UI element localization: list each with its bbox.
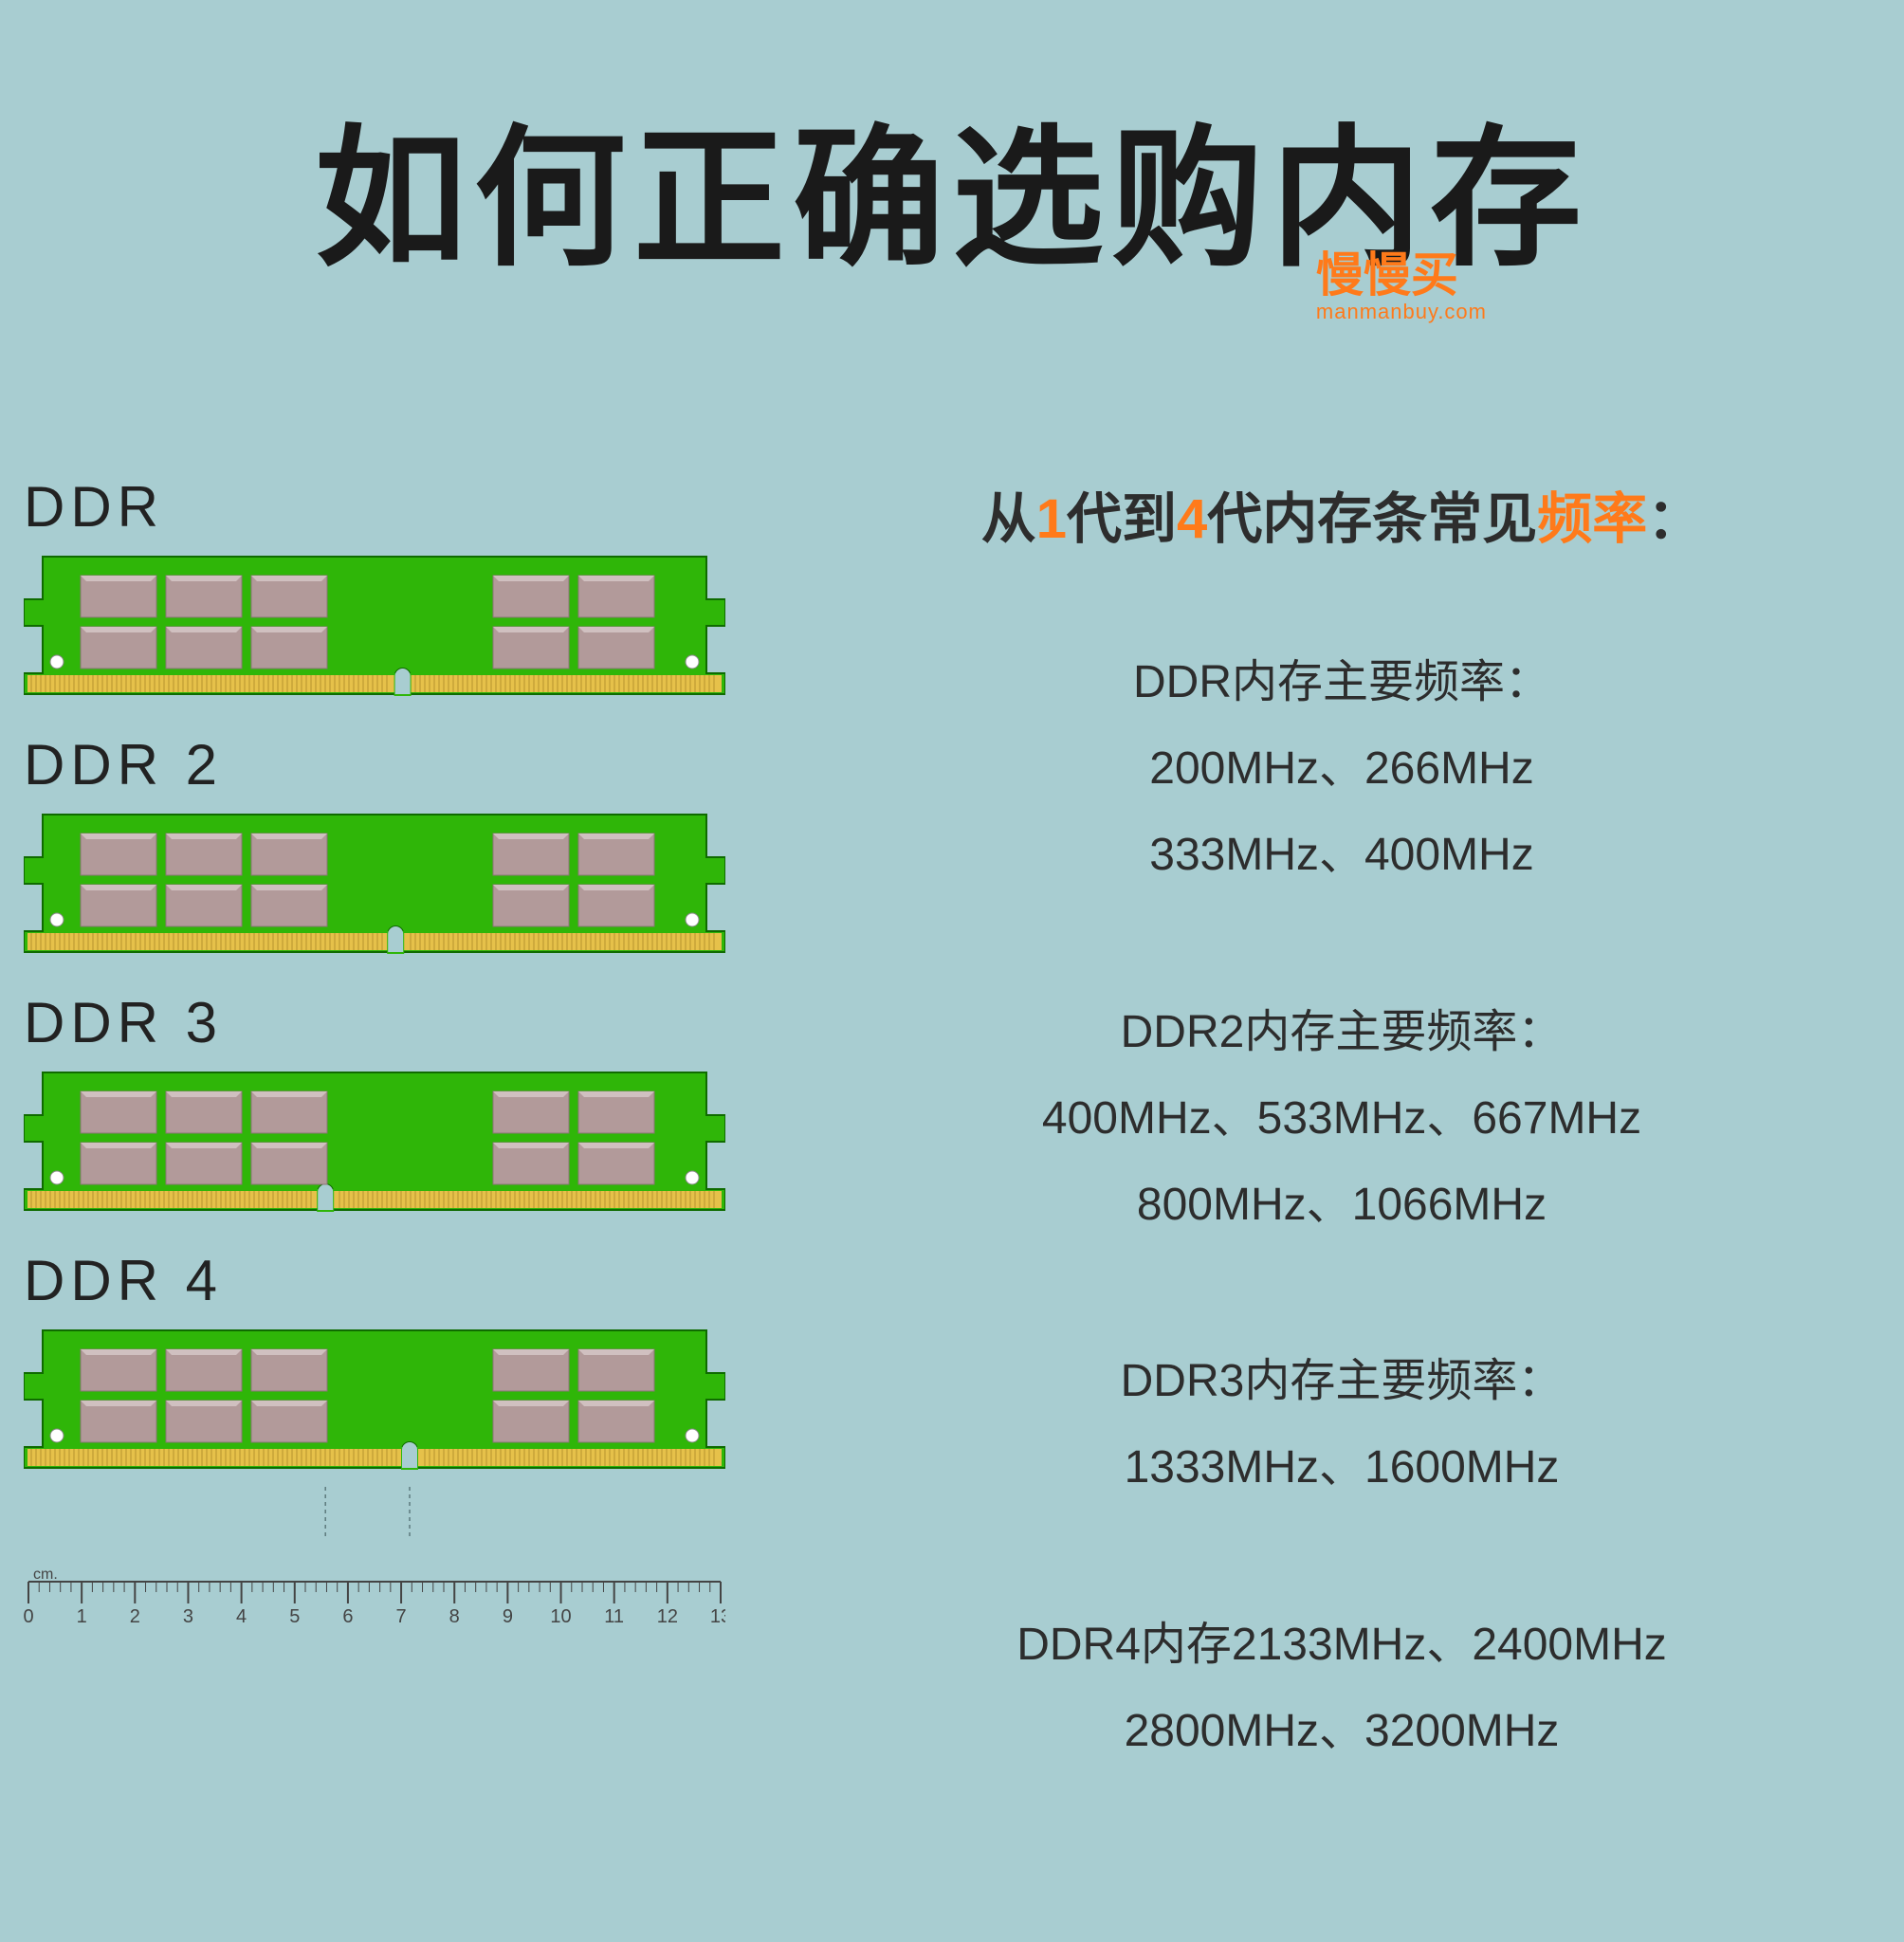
ddr-module-group: DDR 2 xyxy=(24,732,740,971)
ddr-label: DDR xyxy=(24,474,740,540)
frequency-line: 1333MHz、1600MHz xyxy=(825,1424,1858,1511)
watermark-cn: 慢慢买 xyxy=(1316,237,1487,305)
svg-text:9: 9 xyxy=(503,1606,513,1627)
svg-text:10: 10 xyxy=(550,1606,571,1627)
svg-text:cm.: cm. xyxy=(33,1567,58,1583)
ddr-module-icon xyxy=(24,547,740,713)
heading-part: 代到 xyxy=(1067,488,1177,550)
ruler: cm.012345678910111213 xyxy=(24,1506,725,1639)
svg-text:6: 6 xyxy=(342,1606,353,1627)
watermark: 慢慢买 manmanbuy.com xyxy=(1316,237,1487,324)
svg-text:11: 11 xyxy=(604,1606,624,1627)
ddr-module-group: DDR 3 xyxy=(24,990,740,1229)
svg-text:12: 12 xyxy=(657,1606,678,1627)
frequency-line: 200MHz、266MHz xyxy=(825,725,1858,812)
frequency-column: 从1代到4代内存条常见频率： DDR内存主要频率：200MHz、266MHz33… xyxy=(825,474,1858,1864)
heading-part: 代内存条常见 xyxy=(1207,488,1537,550)
heading-part: ： xyxy=(1647,488,1702,550)
frequency-line: 800MHz、1066MHz xyxy=(825,1162,1858,1248)
svg-text:3: 3 xyxy=(183,1606,193,1627)
svg-text:8: 8 xyxy=(449,1606,460,1627)
ddr-label: DDR 4 xyxy=(24,1248,740,1313)
ddr-module-group: DDR 4 xyxy=(24,1248,740,1487)
frequency-block: DDR4内存2133MHz、2400MHz2800MHz、3200MHz xyxy=(825,1602,1858,1774)
frequency-heading: 从1代到4代内存条常见频率： xyxy=(825,474,1858,554)
ddr-module-group: DDR xyxy=(24,474,740,713)
svg-text:5: 5 xyxy=(289,1606,300,1627)
ddr-label: DDR 3 xyxy=(24,990,740,1055)
ddr-label: DDR 2 xyxy=(24,732,740,797)
ddr-module-icon xyxy=(24,805,740,971)
frequency-line: DDR2内存主要频率： xyxy=(825,989,1858,1075)
guide-lines xyxy=(24,1487,725,1544)
frequency-line: 2800MHz、3200MHz xyxy=(825,1688,1858,1774)
ddr-diagram-column: DDRDDR 2DDR 3DDR 4cm.012345678910111213 xyxy=(24,474,740,1639)
svg-text:1: 1 xyxy=(77,1606,87,1627)
svg-text:4: 4 xyxy=(236,1606,247,1627)
frequency-line: DDR3内存主要频率： xyxy=(825,1338,1858,1424)
frequency-line: DDR内存主要频率： xyxy=(825,639,1858,725)
frequency-block: DDR3内存主要频率：1333MHz、1600MHz xyxy=(825,1338,1858,1511)
heading-part: 1 xyxy=(1036,488,1067,550)
svg-text:2: 2 xyxy=(130,1606,140,1627)
svg-text:13: 13 xyxy=(710,1606,725,1627)
watermark-en: manmanbuy.com xyxy=(1316,300,1487,324)
heading-part: 从 xyxy=(981,488,1036,550)
svg-text:7: 7 xyxy=(396,1606,407,1627)
frequency-block: DDR内存主要频率：200MHz、266MHz333MHz、400MHz xyxy=(825,639,1858,899)
heading-part: 4 xyxy=(1177,488,1207,550)
frequency-line: 400MHz、533MHz、667MHz xyxy=(825,1075,1858,1162)
svg-text:0: 0 xyxy=(24,1606,34,1627)
page-title: 如何正确选购内存 xyxy=(0,76,1904,296)
frequency-line: 333MHz、400MHz xyxy=(825,812,1858,898)
frequency-block: DDR2内存主要频率：400MHz、533MHz、667MHz800MHz、10… xyxy=(825,989,1858,1249)
frequency-line: DDR4内存2133MHz、2400MHz xyxy=(825,1602,1858,1688)
heading-part: 频率 xyxy=(1537,488,1647,550)
ddr-module-icon xyxy=(24,1063,740,1229)
ddr-module-icon xyxy=(24,1321,740,1487)
